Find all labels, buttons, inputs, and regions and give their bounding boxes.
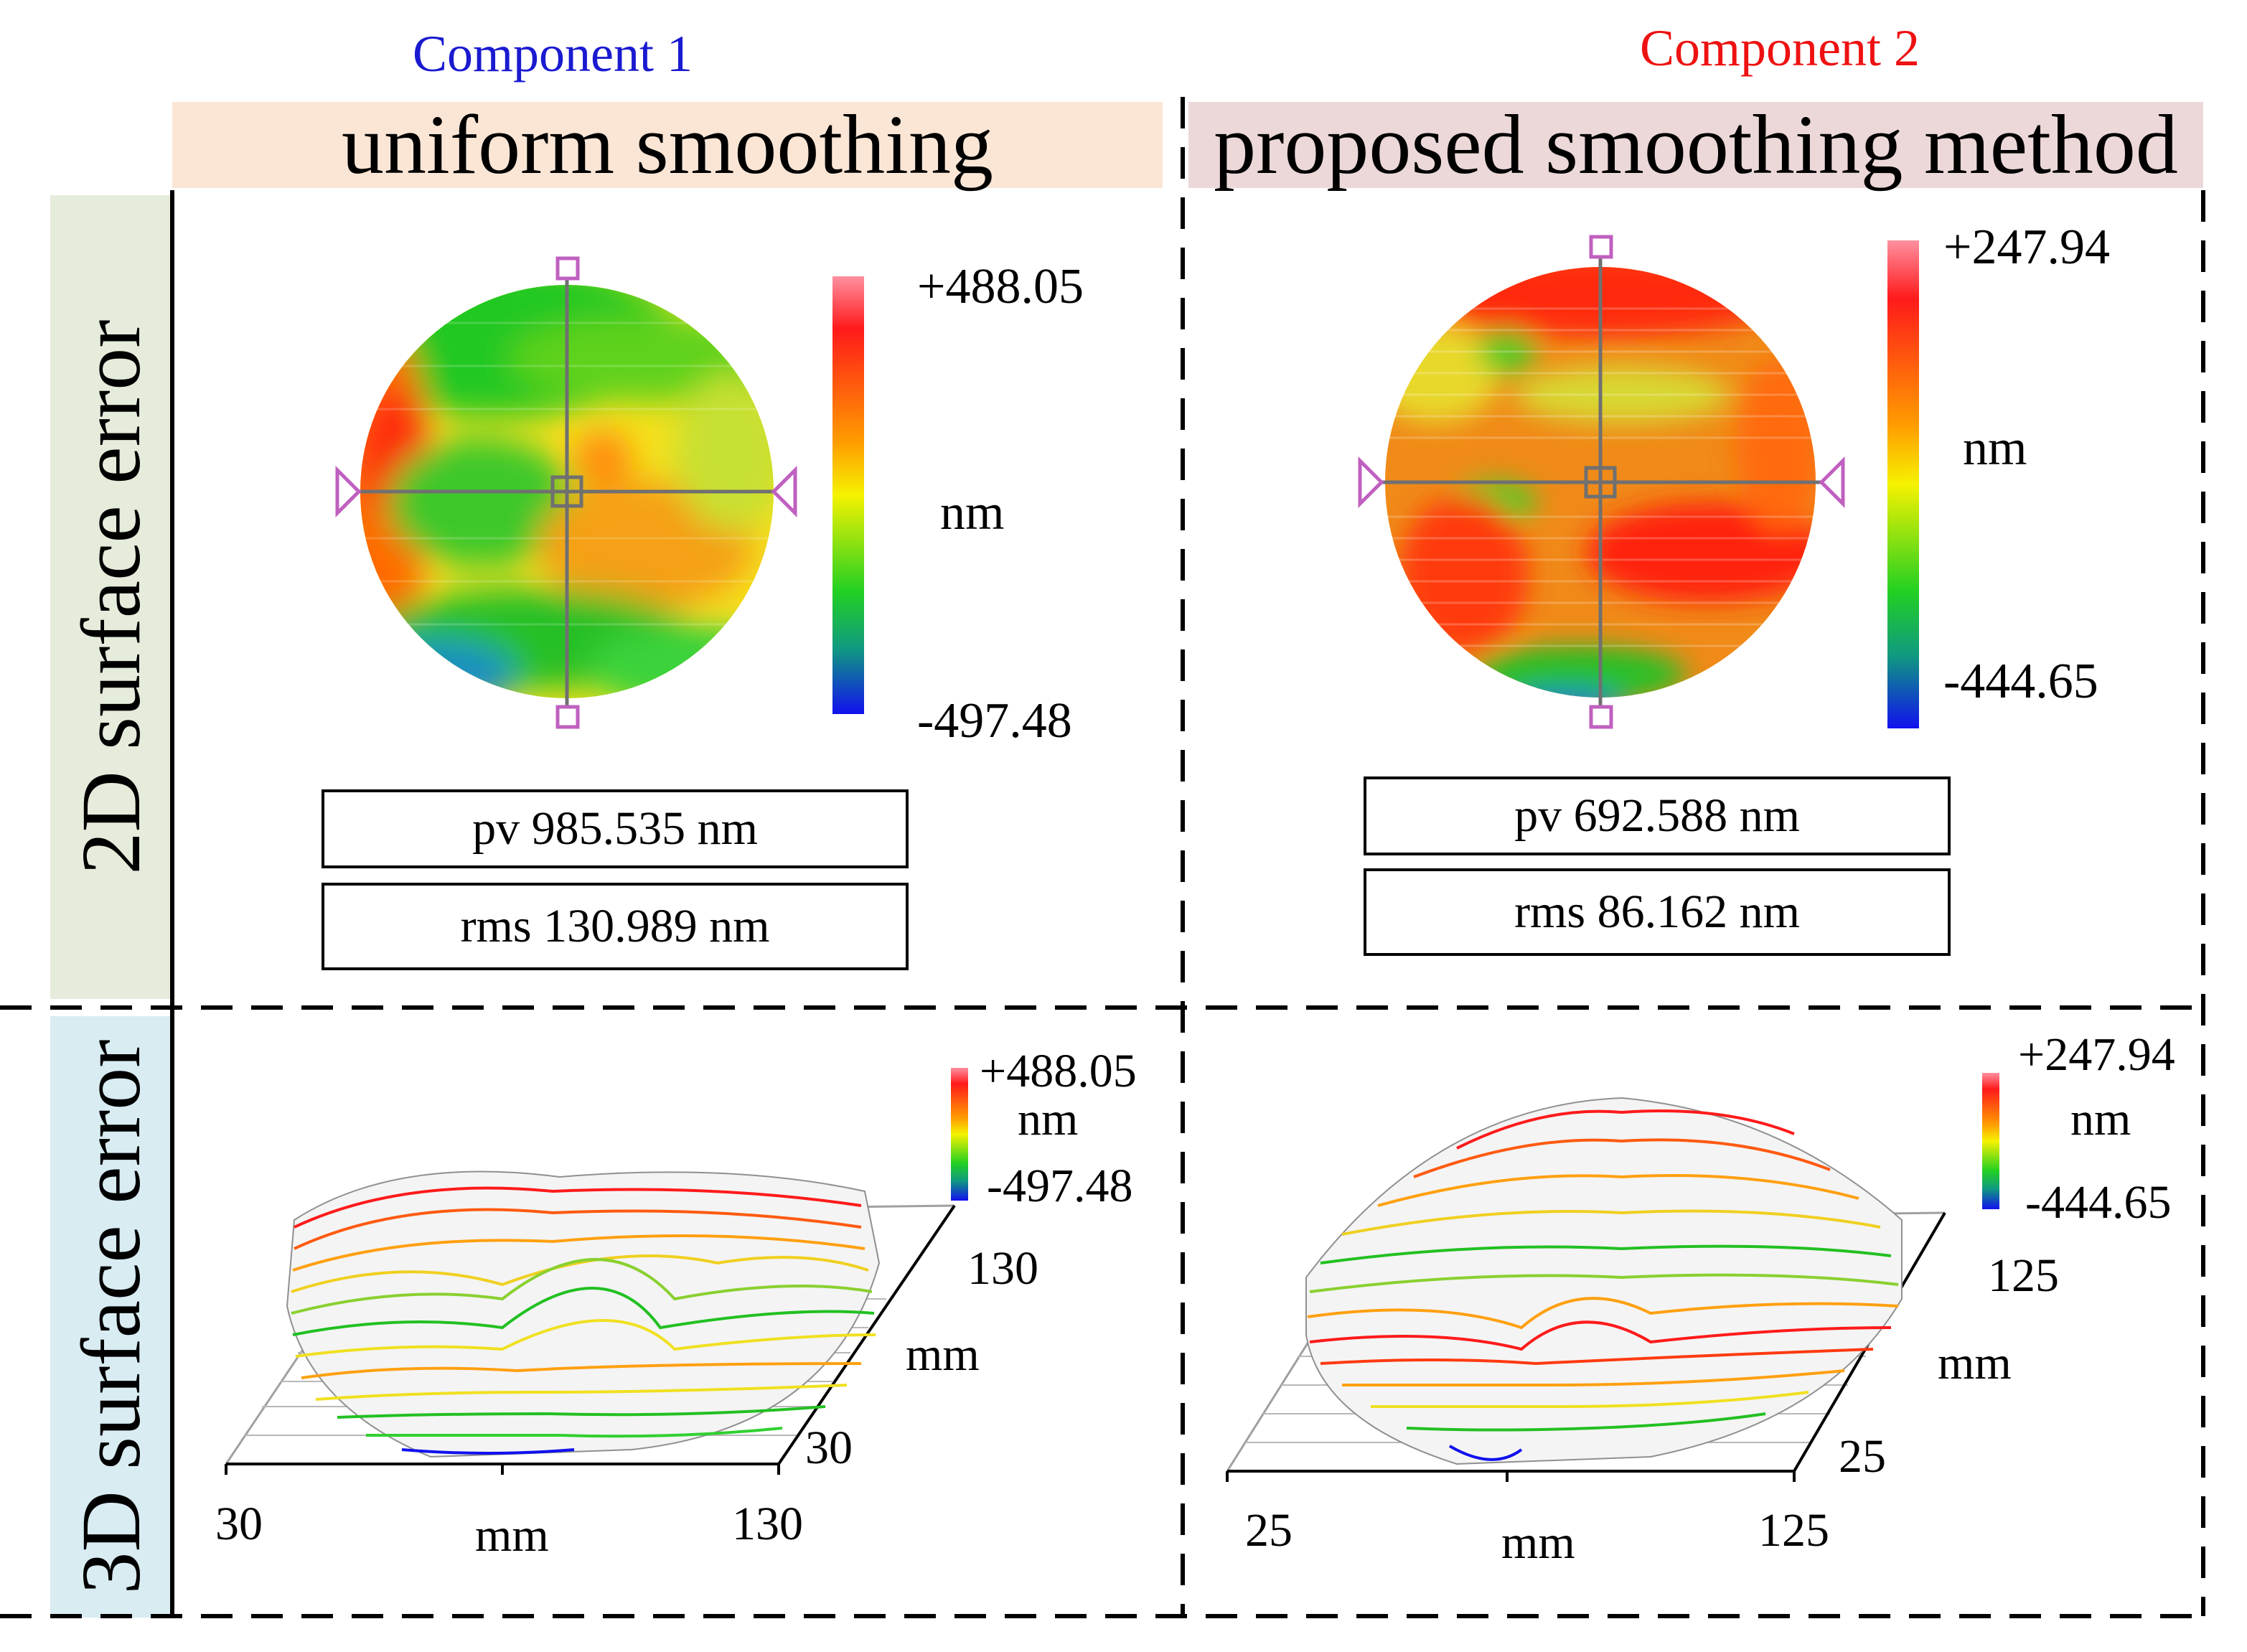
colorbar-3d-c1-max: +488.05 [980,1045,1137,1097]
colorbar-2d-c2-min: -444.65 [1943,654,2098,709]
colorbar-2d-c2-unit: nm [1963,421,2027,476]
pv-box-component-2: pv 692.588 nm [1364,776,1951,855]
colorbar-2d-component-2 [1887,240,1919,728]
axis-x-max-3d-c1: 130 [732,1498,803,1550]
colorbar-2d-c1-min: -497.48 [917,693,1072,748]
axis-y-min-3d-c2: 25 [1839,1430,1886,1483]
row-label-2d: 2D surface error [50,195,172,999]
column-title-proposed: proposed smoothing method [1188,98,2203,192]
axis-y-min-3d-c1: 30 [805,1422,853,1474]
axis-y-max-3d-c2: 125 [1988,1249,2059,1302]
axis-y-unit-3d-c2: mm [1938,1337,2012,1389]
surface-plot-3d-component-1 [225,1170,956,1475]
row-label-3d: 3D surface error [50,1016,172,1618]
axis-y-max-3d-c1: 130 [967,1242,1038,1295]
axis-x-unit-3d-c2: mm [1501,1516,1575,1569]
colorbar-2d-c1-max: +488.05 [917,259,1084,314]
colorbar-2d-c1-unit: nm [940,485,1005,540]
component-1-label: Component 1 [413,25,693,83]
colorbar-3d-c2-max: +247.94 [2018,1028,2175,1081]
surface-map-2d-component-1 [335,256,797,729]
axis-x-min-3d-c1: 30 [215,1498,263,1550]
colorbar-2d-c2-max: +247.94 [1943,220,2110,275]
column-title-uniform: uniform smoothing [172,98,1163,192]
axis-y-unit-3d-c1: mm [906,1328,980,1381]
colorbar-2d-component-1 [832,276,864,714]
colorbar-3d-c2-unit: nm [2070,1093,2131,1145]
colorbar-3d-c2-min: -444.65 [2025,1176,2172,1229]
axis-x-min-3d-c2: 25 [1245,1504,1293,1557]
colorbar-3d-component-1 [951,1068,968,1201]
surface-plot-3d-component-2 [1226,1097,1946,1482]
colorbar-3d-c1-min: -497.48 [987,1160,1133,1212]
pv-box-component-1: pv 985.535 nm [322,789,909,868]
surface-map-2d-component-2 [1358,235,1845,729]
colorbar-3d-component-2 [1982,1073,1999,1209]
rms-box-component-1: rms 130.989 nm [322,883,909,970]
rms-box-component-2: rms 86.162 nm [1364,868,1951,956]
axis-x-max-3d-c2: 125 [1758,1504,1829,1557]
component-2-label: Component 2 [1640,19,1920,77]
axis-x-unit-3d-c1: mm [475,1509,549,1562]
colorbar-3d-c1-unit: nm [1018,1093,1079,1145]
